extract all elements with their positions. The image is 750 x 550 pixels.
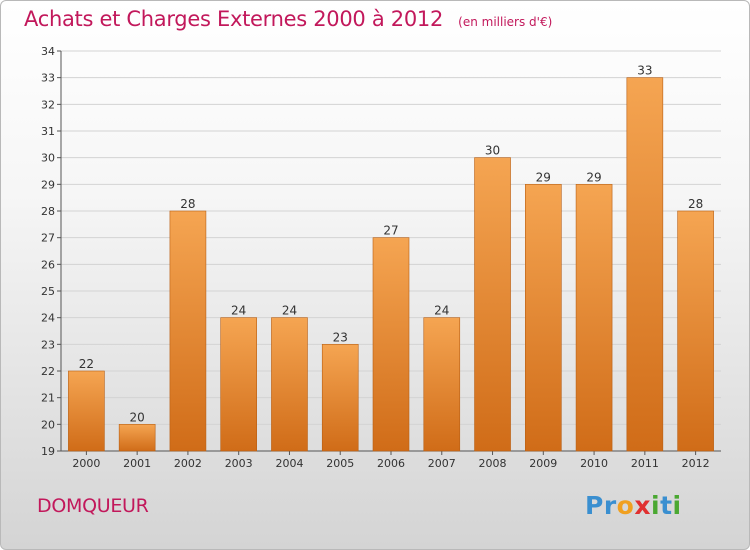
- x-tick-label-2004: 2004: [275, 457, 303, 470]
- y-tick-label: 21: [41, 392, 55, 405]
- value-labels: 22 20 28 24 24 23 27 24 30 29 29 33 28: [79, 64, 704, 425]
- bar-2008: [474, 157, 511, 452]
- y-tick-label: 19: [41, 445, 55, 458]
- y-tick-label: 30: [41, 152, 55, 165]
- value-label-2011: 33: [637, 64, 652, 78]
- logo-letter: t: [660, 491, 673, 520]
- x-tick-label-2009: 2009: [529, 457, 557, 470]
- x-tick-label-2002: 2002: [174, 457, 202, 470]
- value-label-2010: 29: [586, 170, 601, 184]
- y-tick-label: 25: [41, 285, 55, 298]
- value-label-2003: 24: [231, 304, 246, 318]
- logo-letter: P: [585, 491, 604, 520]
- y-tick-label: 29: [41, 178, 55, 191]
- x-tick-label-2005: 2005: [326, 457, 354, 470]
- value-label-2004: 24: [282, 304, 297, 318]
- y-tick-label: 27: [41, 232, 55, 245]
- bar-2000: [68, 370, 105, 452]
- bar-2009: [525, 184, 562, 452]
- y-tick-label: 33: [41, 72, 55, 85]
- title-line: Achats et Charges Externes 2000 à 2012 (…: [24, 7, 552, 31]
- bar-2004: [271, 317, 308, 452]
- value-label-2002: 28: [180, 197, 195, 211]
- value-label-2001: 20: [130, 410, 145, 424]
- chart-title: Achats et Charges Externes 2000 à 2012: [24, 7, 444, 31]
- bar-2011: [626, 77, 664, 452]
- y-tick-label: 20: [41, 418, 55, 431]
- bar-2007: [423, 317, 461, 452]
- y-tick-label: 32: [41, 98, 55, 111]
- value-label-2000: 22: [79, 357, 94, 371]
- logo-letter: i: [672, 491, 682, 520]
- proxiti-logo: Proxiti: [585, 491, 682, 520]
- value-label-2012: 28: [688, 197, 703, 211]
- x-tick-label-2012: 2012: [682, 457, 710, 470]
- value-label-2007: 24: [434, 304, 449, 318]
- y-tick-label: 24: [41, 312, 55, 325]
- value-label-2009: 29: [536, 170, 551, 184]
- bar-2003: [220, 317, 257, 452]
- value-label-2006: 27: [383, 224, 398, 238]
- logo-letter: x: [634, 491, 651, 520]
- x-tick-label-2011: 2011: [631, 457, 659, 470]
- x-tick-label-2006: 2006: [377, 457, 405, 470]
- x-tick-label-2007: 2007: [428, 457, 456, 470]
- y-tick-label: 31: [41, 125, 55, 138]
- bar-2005: [321, 344, 359, 452]
- logo-letter: o: [616, 491, 635, 520]
- chart-unit: (en milliers d'€): [458, 15, 553, 29]
- logo-letter: i: [651, 491, 661, 520]
- x-tick-label-2001: 2001: [123, 457, 151, 470]
- bars: [68, 77, 714, 452]
- y-tick-label: 26: [41, 258, 55, 271]
- commune-name: DOMQUEUR: [37, 495, 149, 517]
- x-tick-label-2003: 2003: [225, 457, 253, 470]
- y-tick-label: 34: [41, 45, 55, 58]
- bar-2012: [677, 210, 714, 452]
- x-tick-label-2010: 2010: [580, 457, 608, 470]
- y-tick-label: 28: [41, 205, 55, 218]
- bar-2006: [372, 237, 410, 452]
- bar-2010: [575, 184, 613, 452]
- y-tick-label: 23: [41, 338, 55, 351]
- bar-2001: [118, 424, 156, 452]
- x-tick-label-2008: 2008: [479, 457, 507, 470]
- x-tick-label-2000: 2000: [72, 457, 100, 470]
- value-label-2005: 23: [333, 330, 348, 344]
- y-tick-label: 22: [41, 365, 55, 378]
- bar-2002: [169, 210, 207, 452]
- value-label-2008: 30: [485, 144, 500, 158]
- logo-letter: r: [603, 491, 617, 520]
